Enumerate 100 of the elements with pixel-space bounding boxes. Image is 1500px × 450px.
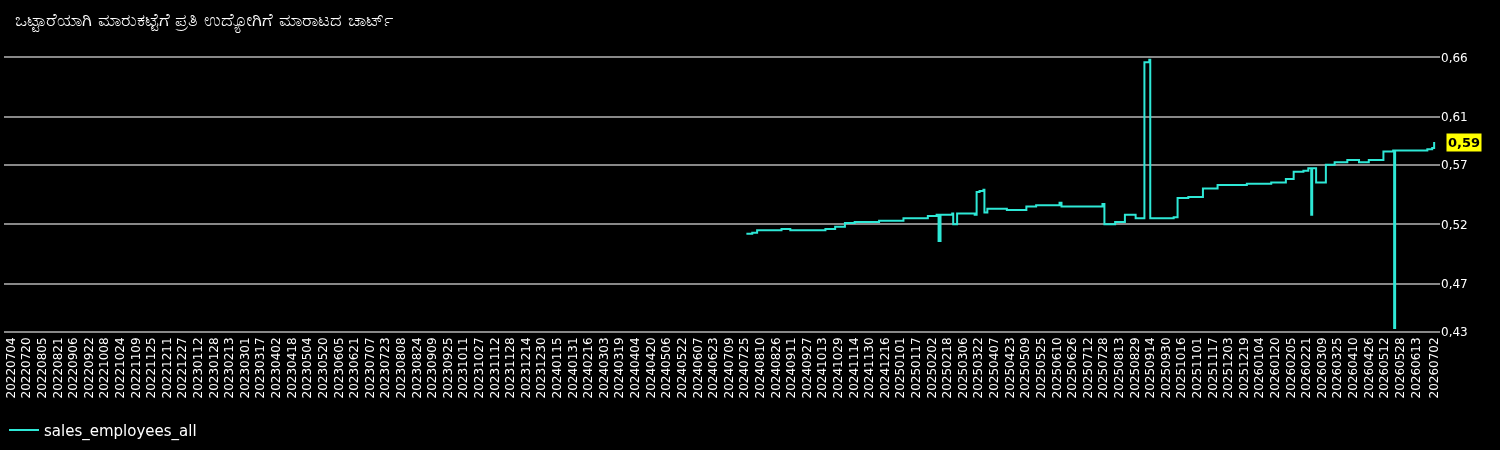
x-tick-label: 20231230 (534, 337, 549, 399)
x-tick-label: 20221024 (112, 337, 127, 399)
x-tick-label: 20230213 (222, 337, 237, 399)
x-tick-label: 20240725 (737, 337, 752, 399)
y-tick-label: 0,57 (1441, 157, 1468, 172)
x-tick-label: 20240404 (628, 337, 643, 399)
y-tick-label: 0,61 (1441, 110, 1468, 125)
x-tick-label: 20231214 (518, 337, 533, 399)
x-tick-label: 20220821 (50, 337, 65, 399)
x-tick-label: 20230112 (191, 337, 206, 399)
x-tick-label: 20220704 (3, 337, 18, 399)
x-tick-label: 20240623 (706, 337, 721, 399)
x-tick-label: 20241130 (862, 337, 877, 399)
x-tick-label: 20260309 (1314, 337, 1329, 399)
x-tick-label: 20221125 (144, 337, 159, 399)
x-tick-label: 20240607 (690, 337, 705, 399)
x-tick-label: 20241114 (846, 337, 861, 399)
x-tick-label: 20250813 (1111, 337, 1126, 399)
x-tick-label: 20230621 (347, 337, 362, 399)
x-tick-label: 20240506 (659, 337, 674, 399)
x-tick-label: 20240115 (550, 337, 565, 399)
x-tick-label: 20250306 (955, 337, 970, 399)
x-tick-label: 20260702 (1427, 337, 1442, 399)
y-tick-label: 0,47 (1441, 277, 1468, 292)
x-tick-label: 20250218 (940, 337, 955, 399)
x-tick-label: 20240131 (565, 337, 580, 399)
x-tick-label: 20250117 (909, 337, 924, 399)
x-tick-label: 20251016 (1174, 337, 1189, 399)
x-tick-label: 20230824 (409, 337, 424, 399)
x-tick-label: 20241216 (877, 337, 892, 399)
x-tick-label: 20220805 (34, 337, 49, 399)
x-tick-label: 20230317 (253, 337, 268, 399)
x-tick-label: 20260325 (1330, 337, 1345, 399)
x-tick-label: 20230707 (362, 337, 377, 399)
x-tick-label: 20241013 (815, 337, 830, 399)
x-tick-label: 20230520 (315, 337, 330, 399)
x-tick-label: 20260221 (1299, 337, 1314, 399)
x-tick-label: 20230925 (440, 337, 455, 399)
x-tick-label: 20240420 (643, 337, 658, 399)
x-tick-label: 20230504 (300, 337, 315, 399)
x-tick-label: 20240810 (752, 337, 767, 399)
x-tick-label: 20221211 (159, 337, 174, 399)
x-tick-label: 20230418 (284, 337, 299, 399)
x-tick-label: 20251117 (1205, 337, 1220, 399)
x-tick-label: 20220720 (19, 337, 34, 399)
x-tick-label: 20240927 (799, 337, 814, 399)
x-tick-label: 20250525 (1033, 337, 1048, 399)
x-tick-label: 20251101 (1189, 337, 1204, 399)
x-tick-label: 20230128 (206, 337, 221, 399)
x-tick-label: 20260205 (1283, 337, 1298, 399)
x-tick-label: 20250322 (971, 337, 986, 399)
x-tick-label: 20260613 (1408, 337, 1423, 399)
x-tick-label: 20230605 (331, 337, 346, 399)
x-tick-label: 20231128 (503, 337, 518, 399)
x-tick-label: 20230402 (269, 337, 284, 399)
x-tick-label: 20250423 (1002, 337, 1017, 399)
x-tick-label: 20250202 (924, 337, 939, 399)
x-tick-label: 20250101 (893, 337, 908, 399)
y-tick-label: 0,52 (1441, 217, 1468, 232)
x-tick-label: 20230723 (378, 337, 393, 399)
x-tick-label: 20250728 (1096, 337, 1111, 399)
x-tick-label: 20240216 (581, 337, 596, 399)
x-tick-label: 20231027 (471, 337, 486, 399)
x-tick-label: 20250829 (1127, 337, 1142, 399)
x-tick-label: 20260512 (1377, 337, 1392, 399)
x-tick-label: 20240826 (768, 337, 783, 399)
x-tick-label: 20260426 (1361, 337, 1376, 399)
x-tick-label: 20240522 (674, 337, 689, 399)
y-tick-label: 0,43 (1441, 324, 1468, 339)
x-tick-label: 20240911 (784, 337, 799, 399)
x-tick-label: 20250914 (1143, 337, 1158, 399)
x-tick-label: 20240709 (721, 337, 736, 399)
chart-title: ಒಟ್ಟಾರೆಯಾಗಿ ಮಾರುಕಟ್ಟೆಗೆ ಪ್ರತಿ ಉದ್ಯೋಗಿಗೆ ಮಾರಾಟದ ಚಾರ್ಟ್ (15, 9, 393, 34)
x-tick-label: 20220922 (81, 337, 96, 399)
x-tick-label: 20260528 (1392, 337, 1407, 399)
x-tick-label: 20260120 (1268, 337, 1283, 399)
legend-label: sales_employees_all (44, 421, 197, 441)
x-tick-label: 20251203 (1221, 337, 1236, 399)
x-tick-label: 20240319 (612, 337, 627, 399)
x-tick-label: 20241029 (830, 337, 845, 399)
x-tick-label: 20251219 (1236, 337, 1251, 399)
y-tick-label: 0,66 (1441, 50, 1468, 65)
annotation: 0,59 (1448, 135, 1481, 150)
x-tick-label: 20250509 (1018, 337, 1033, 399)
x-tick-label: 20250626 (1065, 337, 1080, 399)
x-tick-label: 20250712 (1080, 337, 1095, 399)
x-tick-label: 20230909 (425, 337, 440, 399)
x-tick-label: 20260104 (1252, 337, 1267, 399)
x-tick-label: 20221109 (128, 337, 143, 399)
x-tick-label: 20220906 (66, 337, 81, 399)
x-tick-label: 20221008 (97, 337, 112, 399)
x-tick-label: 20221227 (175, 337, 190, 399)
x-tick-label: 20240303 (596, 337, 611, 399)
x-tick-label: 20230301 (237, 337, 252, 399)
x-tick-label: 20250930 (1158, 337, 1173, 399)
x-tick-label: 20230808 (393, 337, 408, 399)
x-tick-label: 20250610 (1049, 337, 1064, 399)
x-tick-label: 20250407 (987, 337, 1002, 399)
x-tick-label: 20231011 (456, 337, 471, 399)
x-tick-label: 20231112 (487, 337, 502, 399)
